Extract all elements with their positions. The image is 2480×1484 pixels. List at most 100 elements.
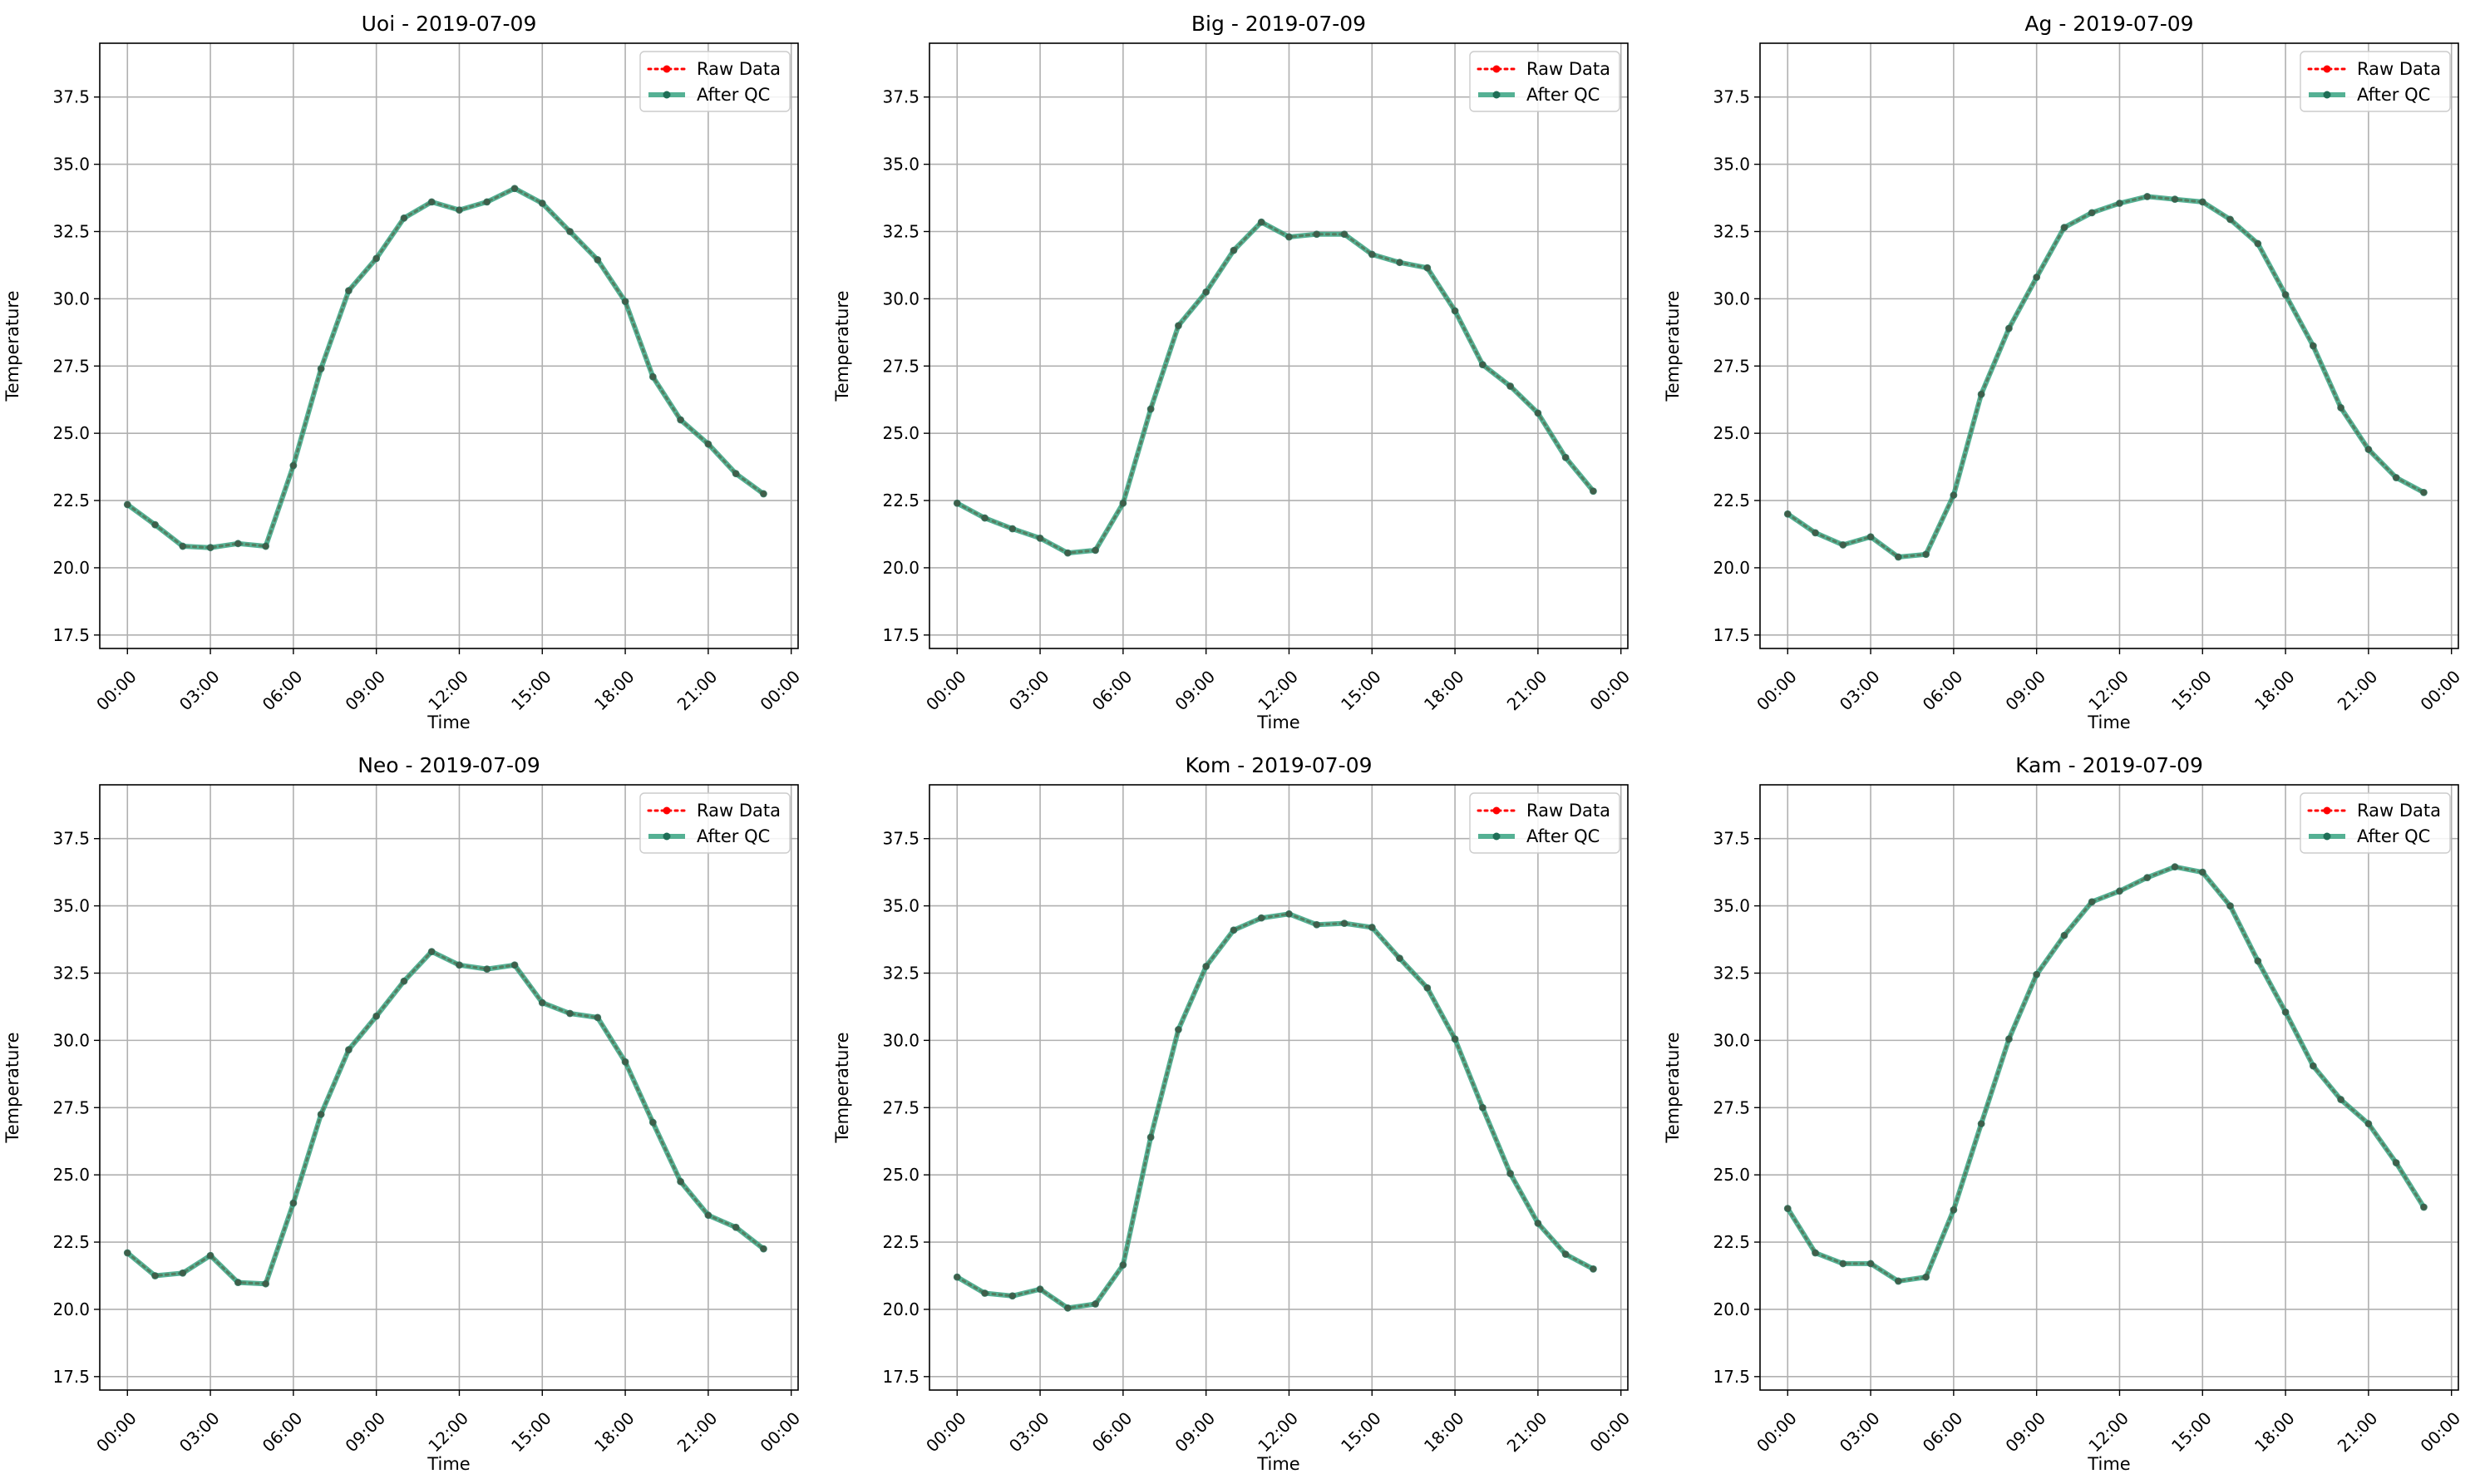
axes-frame [1759, 42, 2459, 649]
legend-raw-label: Raw Data [2357, 59, 2441, 79]
legend-qc-label: After QC [697, 85, 770, 105]
after-qc-point [2088, 898, 2096, 906]
x-tick-label: 18:00 [590, 667, 638, 715]
after-qc-point [317, 365, 325, 372]
y-tick-label: 17.5 [52, 1367, 90, 1387]
after-qc-point [1866, 533, 1875, 541]
after-qc-point [456, 206, 463, 214]
legend-raw-label: Raw Data [697, 59, 781, 79]
after-qc-point [1257, 218, 1265, 226]
x-tick-label: 03:00 [1005, 1408, 1053, 1457]
x-tick-label: 15:00 [2167, 1408, 2216, 1457]
after-qc-point [2005, 324, 2013, 333]
y-tick-label: 25.0 [882, 1165, 920, 1185]
subplot-4: 00:00 03:00 06:00 09:00 12:00 15:00 18:00 21:00… [2, 753, 804, 1474]
after-qc-point [2005, 1035, 2013, 1043]
after-qc-point [372, 1012, 381, 1020]
x-tick-label: 18:00 [2251, 667, 2299, 715]
y-tick-label: 27.5 [52, 1097, 90, 1117]
y-tick-label: 17.5 [1713, 1367, 1750, 1387]
y-tick-label: 35.0 [1713, 896, 1750, 916]
after-qc-point [1175, 1026, 1182, 1033]
axes-frame [1759, 784, 2459, 1391]
after-qc-point [2392, 474, 2400, 481]
after-qc-point [1063, 1304, 1072, 1312]
y-tick-label: 27.5 [1713, 1097, 1750, 1117]
x-tick-label: 12:00 [2084, 1408, 2132, 1457]
subplot-title: Neo - 2019-07-09 [357, 753, 540, 777]
after-qc-point [1839, 1260, 1847, 1268]
after-qc-point [483, 965, 491, 974]
legend-raw-marker [663, 65, 671, 73]
subplot-title: Kom - 2019-07-09 [1186, 753, 1373, 777]
after-qc-point [1451, 1035, 1459, 1043]
after-qc-point [510, 961, 519, 969]
y-tick-label: 35.0 [52, 155, 90, 175]
after-qc-point [704, 440, 712, 448]
after-qc-point [1894, 1277, 1902, 1285]
after-qc-point [1423, 984, 1432, 992]
plot-area [100, 785, 798, 1390]
x-tick-label: 00:00 [1753, 1408, 1801, 1457]
y-tick-label: 30.0 [882, 288, 920, 308]
legend-qc-marker [663, 91, 671, 99]
y-tick-label: 30.0 [52, 1030, 90, 1050]
y-tick-label: 27.5 [882, 356, 920, 376]
series-after-qc-line [1785, 864, 2426, 1284]
y-tick-label: 27.5 [1713, 356, 1750, 376]
y-tick-label: 20.0 [882, 558, 920, 578]
after-qc-point [677, 1177, 685, 1186]
legend: Raw Data After QC [1469, 792, 1620, 854]
x-axis-label: Time [1256, 712, 1299, 732]
x-tick-label: 00:00 [2416, 667, 2464, 715]
y-tick-label: 17.5 [882, 1367, 920, 1387]
after-qc-point [1230, 926, 1238, 934]
y-tick-label: 37.5 [52, 87, 90, 107]
after-qc-point [1590, 1265, 1597, 1273]
after-qc-point [1257, 914, 1265, 922]
after-qc-point [2088, 209, 2096, 217]
after-qc-point [1812, 1249, 1819, 1257]
x-tick-label: 12:00 [1254, 667, 1302, 715]
after-qc-point [179, 542, 187, 550]
subplot-title: Ag - 2019-07-09 [2024, 12, 2193, 36]
after-qc-point [345, 1046, 353, 1054]
legend-qc-label: After QC [2357, 85, 2430, 105]
plot-area [929, 785, 1628, 1390]
x-tick-label: 06:00 [1919, 1408, 1967, 1457]
after-qc-point [732, 1223, 740, 1231]
legend-qc-marker [663, 832, 671, 841]
legend-qc-marker [1492, 91, 1501, 99]
x-tick-label: 09:00 [341, 667, 389, 715]
after-qc-point [1063, 549, 1072, 557]
y-tick-label: 35.0 [882, 155, 920, 175]
after-qc-point [123, 500, 131, 509]
y-tick-label: 22.5 [52, 1232, 90, 1252]
y-tick-label: 25.0 [882, 423, 920, 443]
after-qc-point [2226, 215, 2234, 224]
x-tick-label: 03:00 [175, 667, 224, 715]
after-qc-point [566, 228, 574, 235]
x-tick-label: 12:00 [1254, 1408, 1302, 1457]
after-qc-point [510, 185, 519, 193]
after-qc-point [1478, 361, 1487, 369]
after-qc-point [1506, 1170, 1515, 1177]
after-qc-point [2254, 957, 2262, 965]
after-qc-point [1561, 453, 1570, 461]
legend-raw-marker [2323, 65, 2331, 73]
y-tick-label: 35.0 [52, 896, 90, 916]
after-qc-point [1340, 230, 1348, 239]
after-qc-point [1894, 553, 1902, 561]
y-tick-label: 17.5 [1713, 625, 1750, 645]
x-tick-label: 00:00 [92, 1408, 141, 1457]
after-qc-point [760, 490, 767, 498]
after-qc-point [1230, 246, 1238, 254]
y-tick-label: 30.0 [882, 1030, 920, 1050]
y-tick-label: 37.5 [1713, 829, 1750, 849]
y-tick-label: 20.0 [52, 1299, 90, 1319]
after-qc-point [1783, 1205, 1792, 1212]
y-tick-label: 20.0 [52, 558, 90, 578]
subplot-2: 00:00 03:00 06:00 09:00 12:00 15:00 18:00 21:00… [832, 12, 1634, 732]
after-qc-point [1285, 910, 1293, 918]
x-tick-label: 15:00 [1337, 667, 1385, 715]
